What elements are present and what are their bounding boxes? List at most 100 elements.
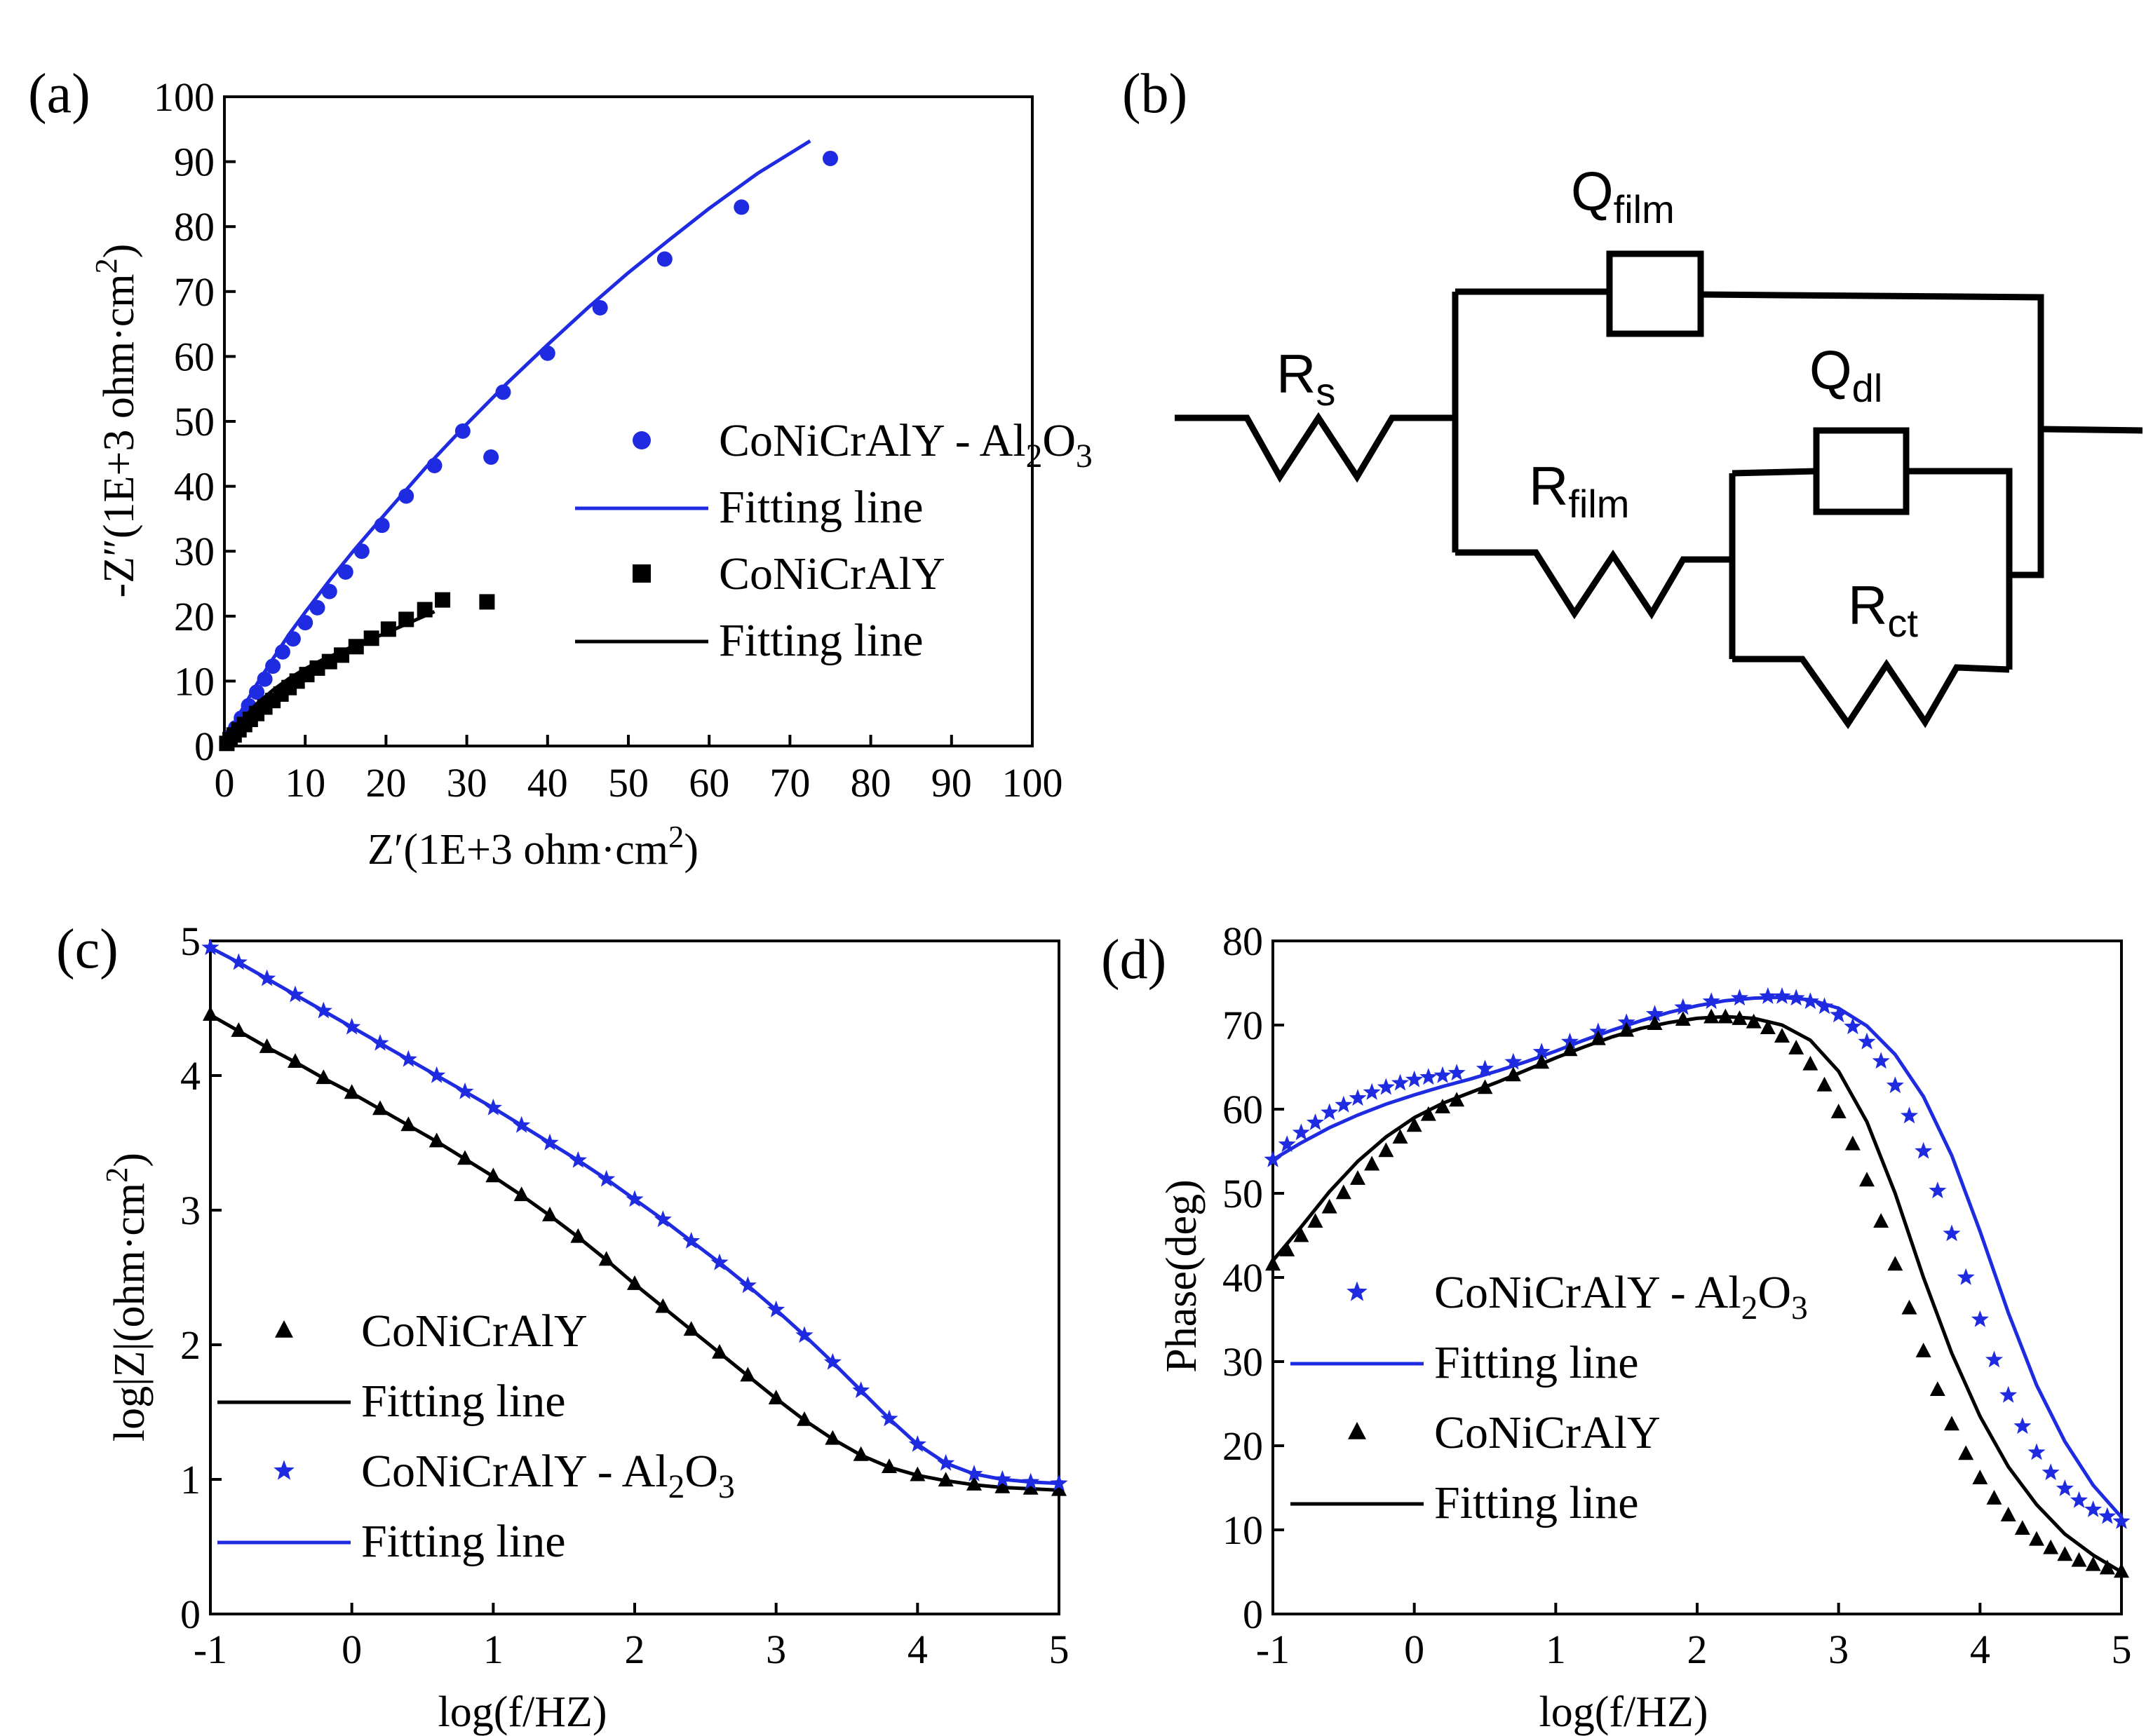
chart-c-bode-modulus: -1 0 1 2 3 4 5012345log(f/HZ)log|Z|(ohm·cm2)Co… (99, 918, 1069, 1736)
legend-label: Fitting line (719, 615, 924, 666)
x-tick-label: 4 (907, 1627, 928, 1672)
wire-inner-top-left (1732, 468, 1817, 477)
legend: CoNiCrAlY - Al2O3 Fitting line CoNiCrAlY Fi… (575, 415, 1093, 666)
legend-label: Fitting line (1434, 1477, 1639, 1528)
data-point (435, 592, 451, 608)
x-tick-label: 1 (483, 1627, 504, 1672)
x-tick-label: 30 (447, 760, 487, 806)
data-point (1702, 992, 1720, 1010)
x-tick-label: 90 (931, 760, 972, 806)
data-point (337, 564, 353, 580)
data-point (1872, 1052, 1890, 1069)
data-point (2070, 1491, 2088, 1508)
panel-label-d: (d) (1101, 929, 1166, 991)
data-point (1929, 1181, 1947, 1199)
data-point (2042, 1463, 2060, 1481)
data-point (2056, 1479, 2074, 1496)
y-tick-label: 40 (1222, 1255, 1263, 1301)
x-tick-label: 10 (285, 760, 325, 806)
data-point (2013, 1417, 2032, 1435)
data-point (1830, 1104, 1847, 1119)
x-tick-label: 2 (1687, 1627, 1708, 1672)
data-point (1476, 1059, 1494, 1077)
legend-marker-star (274, 1460, 295, 1480)
fit-line (209, 1013, 1060, 1492)
y-tick-label: 70 (1222, 1003, 1263, 1048)
data-point (1292, 1123, 1310, 1141)
legend-label: Fitting line (719, 482, 924, 533)
data-point (1321, 1103, 1339, 1120)
x-tick-label: 1 (1546, 1627, 1566, 1672)
label-qdl: Qdl (1809, 339, 1882, 410)
data-point (1392, 1129, 1408, 1144)
data-point (479, 594, 495, 610)
series-conicraly-al2o3-fit (222, 139, 811, 747)
legend-marker-triangle (1348, 1422, 1366, 1439)
x-tick-label: 20 (365, 760, 406, 806)
y-tick-label: 10 (1222, 1507, 1263, 1553)
data-point (1816, 1076, 1833, 1092)
panel-label-a: (a) (28, 63, 90, 125)
fit-line (1271, 1015, 2123, 1574)
data-point (1900, 1106, 1919, 1124)
data-point (1760, 1019, 1776, 1035)
y-axis-label: -Z″(1E+3 ohm·cm2) (88, 244, 143, 598)
chart-a-nyquist: 0 10 20 30 40 50 60 70 80 90 100 0 10 20 30 40 50 60 70 80 9… (88, 74, 1093, 874)
x-tick-label: 3 (1828, 1627, 1849, 1672)
data-point (454, 423, 471, 439)
data-point (1759, 987, 1777, 1004)
data-point (1929, 1381, 1945, 1397)
x-tick-label: 60 (689, 760, 729, 806)
data-point (1915, 1141, 1933, 1159)
series-conicraly (203, 1005, 1067, 1496)
data-point (1802, 1055, 1818, 1071)
x-tick-label: 40 (527, 760, 568, 806)
fit-line (209, 946, 1060, 1486)
data-point (1377, 1078, 1395, 1095)
series-conicraly-fit (209, 1013, 1060, 1492)
y-tick-label: 60 (1222, 1087, 1263, 1132)
circuit-labels: Rs Qfilm Qdl Rfilm Rct (1276, 161, 1918, 645)
series-conicraly-fit (222, 610, 436, 747)
y-tick-label: 80 (174, 204, 215, 250)
x-axis-label: log(f/HZ) (1539, 1688, 1708, 1736)
equivalent-circuit-diagram (1175, 250, 2143, 729)
x-axis-label: Z′(1E+3 ohm·cm2) (367, 819, 699, 874)
y-tick-label: 5 (180, 918, 201, 964)
data-point (1420, 1106, 1436, 1121)
y-tick-label: 60 (174, 334, 215, 379)
data-point (1957, 1268, 1975, 1285)
legend: CoNiCrAlY Fitting line CoNiCrAlY - Al2O3 Fi… (217, 1306, 735, 1567)
y-tick-label: 10 (174, 658, 215, 704)
data-point (1844, 1017, 1862, 1035)
data-point (1645, 1005, 1664, 1022)
y-axis-label: Phase(deg) (1158, 1179, 1206, 1372)
chart-d-bode-phase: -1 0 1 2 3 4 501020304050607080log(f/HZ)Phase(… (1158, 918, 2132, 1736)
data-point (1391, 1073, 1410, 1091)
data-point (1972, 1470, 1988, 1485)
y-tick-label: 70 (174, 269, 215, 315)
data-point (1335, 1095, 1353, 1113)
y-tick-label: 100 (154, 74, 215, 120)
x-tick-label: 0 (1404, 1627, 1424, 1672)
legend-marker-circle (633, 431, 651, 449)
x-tick-label: 70 (769, 760, 810, 806)
data-point (1435, 1098, 1450, 1113)
legend-label: CoNiCrAlY (1434, 1407, 1661, 1458)
data-point (1944, 1416, 1959, 1431)
data-point (1364, 1155, 1380, 1171)
data-point (1958, 1445, 1974, 1460)
legend-label: CoNiCrAlY - Al2O3 (361, 1446, 735, 1505)
data-point (1999, 1385, 2018, 1403)
data-point (1901, 1299, 1917, 1315)
data-point (2085, 1556, 2101, 1571)
data-point (1873, 1213, 1889, 1228)
data-point (1532, 1043, 1551, 1060)
y-tick-label: 0 (1243, 1592, 1263, 1637)
data-point (2027, 1443, 2046, 1460)
data-point (1307, 1213, 1323, 1228)
y-axis-label: log|Z|(ohm·cm2) (99, 1153, 154, 1442)
data-point (1560, 1032, 1579, 1050)
data-point (2084, 1500, 2103, 1517)
